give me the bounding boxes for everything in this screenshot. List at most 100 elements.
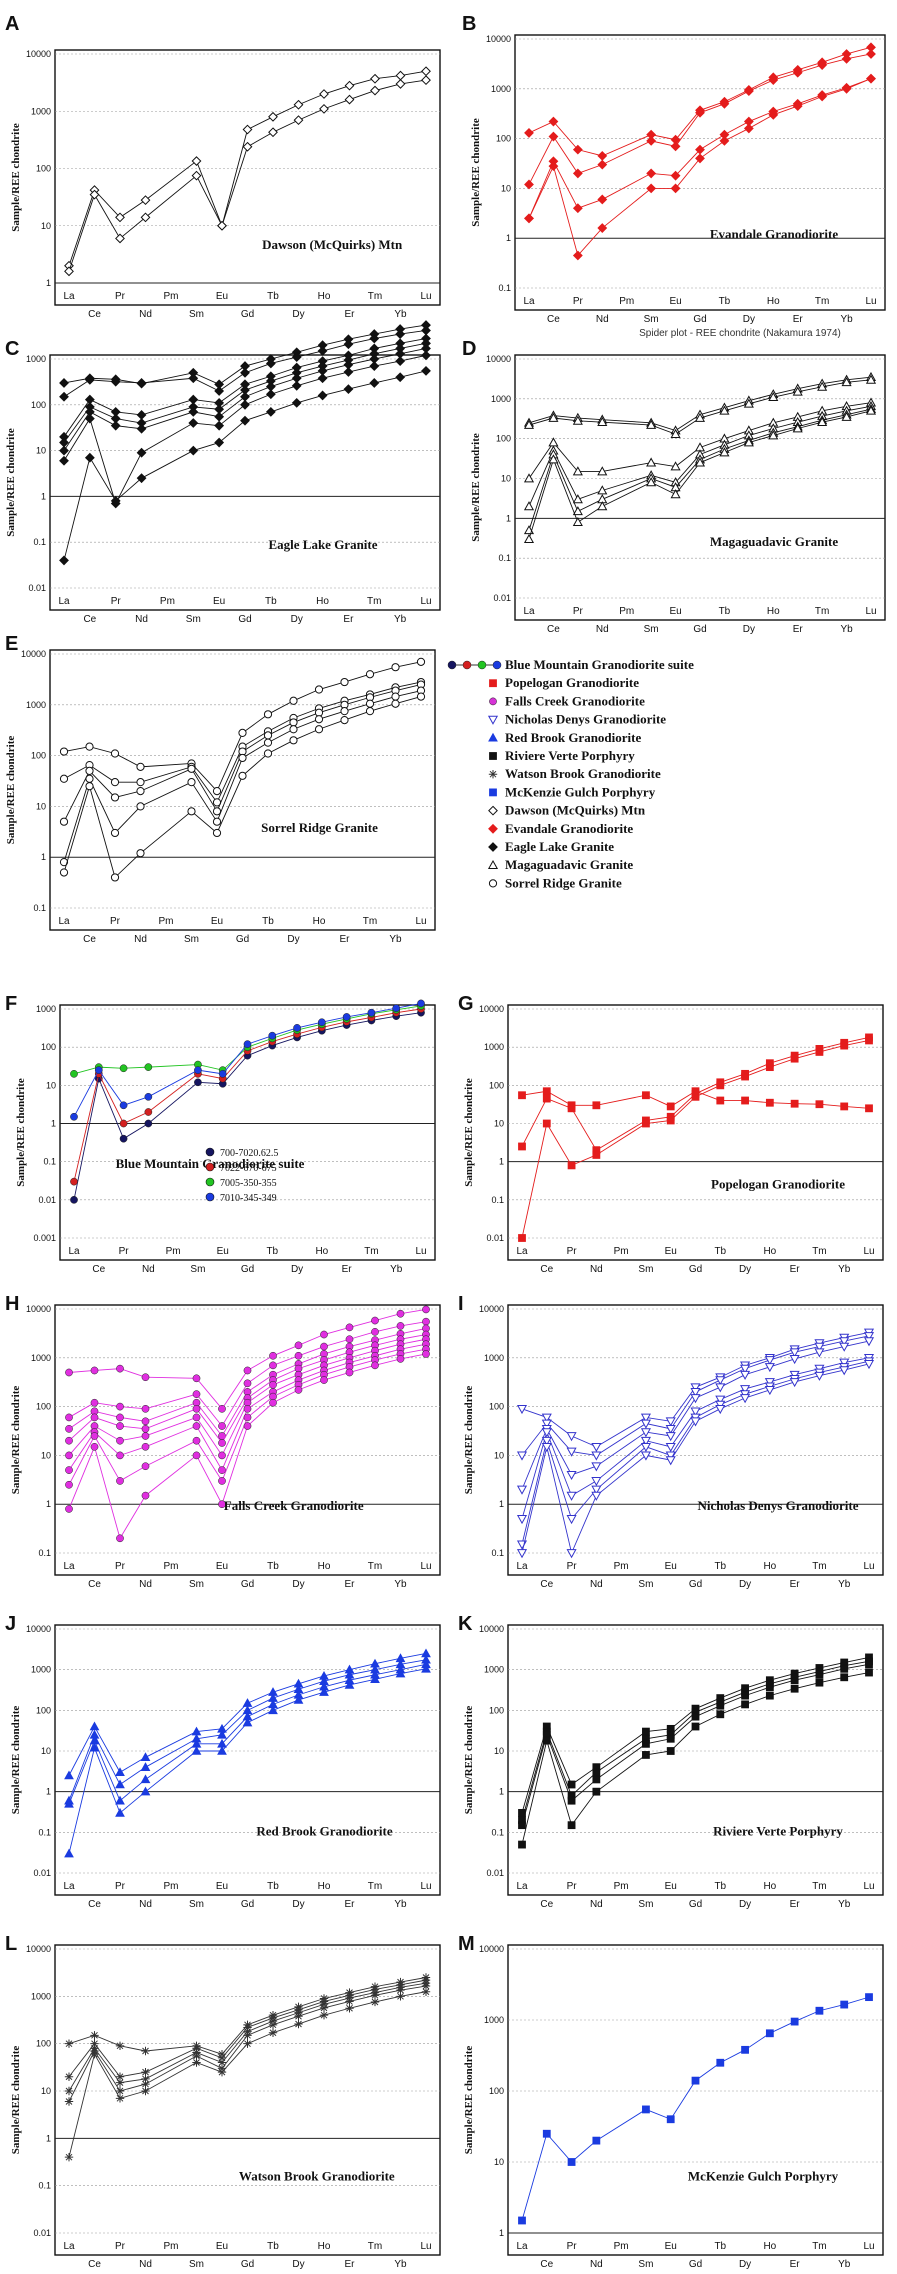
- data-point: [391, 699, 400, 708]
- data-point: [719, 405, 730, 415]
- x-tick-label: Pm: [614, 1881, 629, 1892]
- data-point: [817, 416, 828, 426]
- series-line: [68, 1982, 427, 2092]
- data-point: [694, 457, 706, 467]
- data-point: [665, 1442, 676, 1453]
- data-point: [421, 350, 431, 361]
- x-tick-label: Tb: [262, 916, 274, 927]
- data-point: [293, 1024, 301, 1032]
- x-tick-label: Dy: [292, 2259, 304, 2270]
- x-tick-label: Pm: [619, 296, 634, 307]
- x-tick-label: Pr: [111, 596, 122, 607]
- data-point: [792, 101, 803, 111]
- data-point: [422, 1305, 430, 1314]
- legend-label: Eagle Lake Granite: [505, 839, 614, 854]
- legend-swatch: [205, 1177, 215, 1187]
- data-point: [691, 2076, 700, 2085]
- data-point: [591, 1442, 602, 1453]
- data-point: [90, 1432, 99, 1440]
- x-tick-label: Nd: [139, 1579, 152, 1590]
- data-point: [518, 1840, 526, 1849]
- data-point: [665, 1432, 676, 1442]
- series-line: [521, 1663, 870, 1826]
- data-point: [110, 376, 121, 387]
- y-tick-label: 0.01: [33, 2228, 51, 2238]
- y-tick-label: 0.01: [38, 1195, 56, 1205]
- x-tick-label: Lu: [420, 291, 431, 302]
- x-tick-label: Dy: [291, 614, 303, 625]
- x-tick-label: Gd: [241, 1264, 254, 1275]
- x-tick-label: Tb: [719, 606, 731, 617]
- data-point: [289, 725, 298, 734]
- y-tick-label: 0.01: [486, 1233, 504, 1243]
- panel-g: G 0.01 0.1 1 10 100 1000 10000 Sample/REE chondr…: [458, 993, 884, 1275]
- y-tick-label: 0.1: [33, 903, 46, 913]
- panel-b: B 0.1 1 10 100 1000 10000 Sample/REE chondrite L…: [462, 13, 886, 325]
- data-point: [523, 473, 535, 483]
- x-tick-label: Pm: [614, 2241, 629, 2252]
- data-point: [567, 2158, 576, 2166]
- chart-title: Eagle Lake Granite: [268, 537, 377, 552]
- data-point: [115, 2086, 125, 2096]
- x-tick-label: Dy: [739, 1899, 751, 1910]
- data-point: [70, 1177, 78, 1186]
- x-tick-label: Tm: [812, 2241, 826, 2252]
- data-point: [265, 406, 276, 417]
- x-tick-label: La: [68, 1246, 80, 1257]
- data-point: [110, 828, 120, 838]
- data-point: [863, 1337, 875, 1347]
- data-point: [548, 412, 559, 422]
- x-tick-label: Ho: [318, 1561, 331, 1572]
- x-tick-label: Sm: [189, 1899, 204, 1910]
- data-point: [141, 1432, 150, 1440]
- x-tick-label: Pm: [619, 606, 634, 617]
- data-point: [90, 1442, 99, 1451]
- data-point: [218, 1466, 226, 1474]
- data-point: [690, 1394, 701, 1404]
- y-tick-label: 0.001: [33, 1233, 56, 1243]
- series-line: [63, 696, 422, 879]
- x-tick-label: Sm: [638, 1264, 653, 1275]
- data-point: [268, 2020, 278, 2030]
- y-tick-label: 1: [499, 1499, 504, 1509]
- data-point: [841, 83, 852, 94]
- data-point: [865, 1036, 873, 1045]
- data-point: [59, 817, 69, 826]
- data-point: [516, 1549, 528, 1559]
- panel-i: I 0.1 1 10 100 1000 10000 Sample/REE chondrite L…: [458, 1293, 884, 1590]
- data-point: [243, 1404, 252, 1413]
- data-point: [396, 1985, 405, 1995]
- legend-swatch: [489, 697, 497, 706]
- y-tick-label: 1000: [491, 394, 511, 404]
- data-point: [790, 1099, 799, 1108]
- data-point: [814, 1348, 825, 1358]
- data-point: [591, 1491, 602, 1501]
- data-point: [815, 1048, 824, 1056]
- legend-item: Magaguadavic Granite: [487, 857, 633, 872]
- data-point: [764, 1356, 775, 1366]
- data-point: [666, 2115, 675, 2124]
- x-tick-label: Dy: [287, 934, 299, 945]
- data-point: [548, 161, 559, 172]
- x-tick-label: Pr: [567, 1881, 578, 1892]
- x-tick-label: Sm: [189, 1579, 204, 1590]
- data-point: [370, 73, 380, 84]
- x-tick-label: Pm: [164, 1881, 179, 1892]
- x-tick-label: La: [63, 1561, 75, 1572]
- data-point: [289, 736, 298, 745]
- x-tick-label: Gd: [236, 934, 249, 945]
- panel-m: M 1 10 100 1000 10000 Sample/REE chondrite La Ce…: [458, 1933, 884, 2270]
- x-tick-label: Ce: [540, 1579, 553, 1590]
- y-tick-label: 1000: [31, 106, 51, 116]
- data-point: [85, 742, 94, 751]
- x-tick-label: Tm: [363, 916, 377, 927]
- data-point: [141, 1491, 150, 1500]
- data-point: [395, 1668, 406, 1678]
- data-point: [841, 53, 852, 64]
- x-tick-label: Eu: [216, 291, 228, 302]
- data-point: [212, 787, 222, 796]
- data-point: [263, 749, 273, 758]
- data-point: [365, 707, 375, 716]
- data-point: [59, 378, 69, 388]
- data-point: [719, 447, 730, 457]
